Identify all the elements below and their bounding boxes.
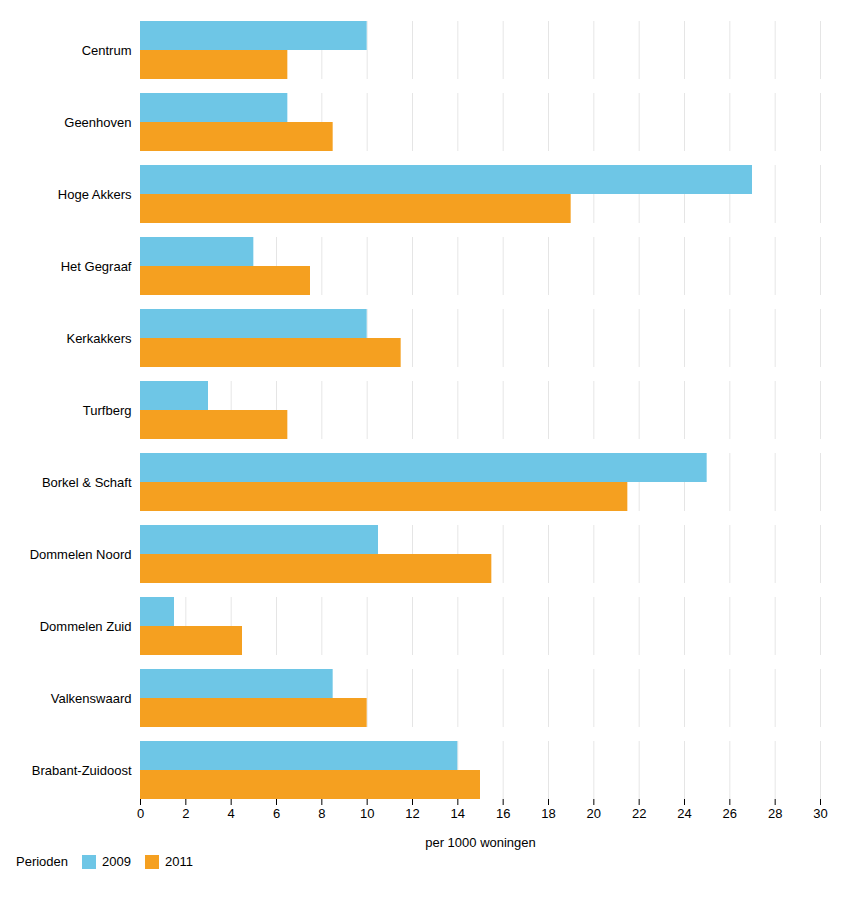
svg-text:Geenhoven: Geenhoven (64, 115, 131, 130)
svg-text:24: 24 (677, 806, 691, 821)
html-text:2011: 2011 (165, 854, 193, 869)
svg-text:14: 14 (451, 806, 465, 821)
svg-text:Kerkakkers: Kerkakkers (66, 331, 132, 346)
svg-text:2: 2 (182, 806, 189, 821)
html-text:2009: 2009 (102, 854, 131, 869)
html-text:Perioden: Perioden (16, 854, 68, 869)
svg-text:Valkenswaard: Valkenswaard (51, 691, 132, 706)
svg-text:8: 8 (318, 806, 325, 821)
svg-text:Centrum: Centrum (82, 43, 132, 58)
svg-text:Brabant-Zuidoost: Brabant-Zuidoost (32, 763, 132, 778)
svg-text:Dommelen Noord: Dommelen Noord (30, 547, 132, 562)
svg-text:16: 16 (496, 806, 510, 821)
svg-text:6: 6 (273, 806, 280, 821)
svg-text:28: 28 (768, 806, 782, 821)
svg-text:18: 18 (541, 806, 555, 821)
svg-text:26: 26 (723, 806, 737, 821)
svg-text:22: 22 (632, 806, 646, 821)
svg-text:Turfberg: Turfberg (83, 403, 132, 418)
svg-text:12: 12 (405, 806, 419, 821)
svg-text:30: 30 (813, 806, 827, 821)
svg-text:Borkel & Schaft: Borkel & Schaft (42, 475, 132, 490)
svg-text:10: 10 (360, 806, 374, 821)
svg-text:Dommelen Zuid: Dommelen Zuid (40, 619, 132, 634)
svg-text:0: 0 (137, 806, 144, 821)
svg-text:Hoge Akkers: Hoge Akkers (58, 187, 132, 202)
svg-text:per 1000 woningen: per 1000 woningen (425, 835, 536, 850)
svg-text:20: 20 (587, 806, 601, 821)
svg-text:4: 4 (228, 806, 235, 821)
svg-text:Het Gegraaf: Het Gegraaf (61, 259, 132, 274)
